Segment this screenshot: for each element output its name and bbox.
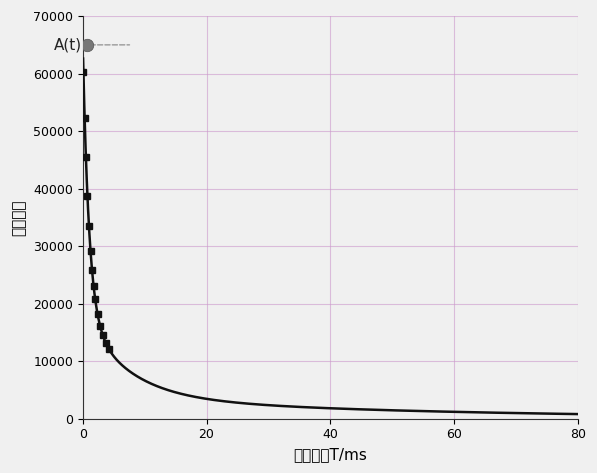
Text: A(t): A(t) bbox=[54, 37, 82, 53]
Y-axis label: 信号振幅: 信号振幅 bbox=[11, 199, 26, 236]
X-axis label: 弛象时间T/ms: 弛象时间T/ms bbox=[293, 447, 367, 462]
